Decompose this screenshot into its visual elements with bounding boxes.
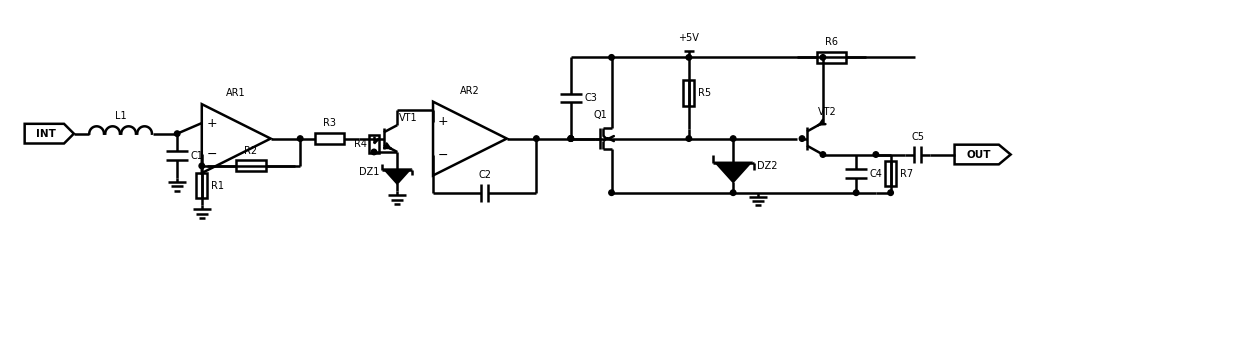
Text: VT2: VT2 <box>818 107 837 117</box>
Circle shape <box>800 136 805 141</box>
Circle shape <box>568 136 574 141</box>
Text: Q1: Q1 <box>594 110 608 120</box>
Text: C1: C1 <box>191 151 203 161</box>
Text: R7: R7 <box>900 169 913 179</box>
Circle shape <box>686 55 692 60</box>
Bar <box>683 80 694 106</box>
Text: C3: C3 <box>584 93 598 103</box>
Circle shape <box>175 131 180 136</box>
Text: INT: INT <box>36 129 56 139</box>
Circle shape <box>873 152 879 157</box>
Circle shape <box>888 190 893 196</box>
Circle shape <box>730 190 735 196</box>
Polygon shape <box>717 163 750 182</box>
Circle shape <box>820 55 826 60</box>
Text: DZ2: DZ2 <box>758 161 777 171</box>
Text: −: − <box>438 149 448 162</box>
Text: R1: R1 <box>211 181 224 191</box>
Circle shape <box>568 136 574 141</box>
Text: R6: R6 <box>825 37 838 47</box>
Bar <box>817 52 847 63</box>
Text: C5: C5 <box>911 132 924 142</box>
Text: +: + <box>206 117 217 129</box>
Text: −: − <box>206 148 217 160</box>
Text: AR1: AR1 <box>227 88 246 98</box>
Circle shape <box>686 136 692 141</box>
Text: R4: R4 <box>355 139 367 149</box>
Text: DZ1: DZ1 <box>360 167 379 177</box>
Text: R2: R2 <box>244 145 258 156</box>
Circle shape <box>853 190 859 196</box>
Text: C4: C4 <box>870 169 883 179</box>
Text: R3: R3 <box>324 118 336 128</box>
Text: R5: R5 <box>698 88 712 98</box>
Circle shape <box>820 152 826 157</box>
Circle shape <box>609 190 614 196</box>
Bar <box>237 160 265 171</box>
Text: AR2: AR2 <box>460 86 480 96</box>
Text: +5V: +5V <box>678 33 699 43</box>
Bar <box>315 133 345 144</box>
Text: L1: L1 <box>115 111 126 121</box>
Circle shape <box>371 149 377 155</box>
Circle shape <box>533 136 539 141</box>
Polygon shape <box>384 169 409 183</box>
Circle shape <box>200 163 205 169</box>
Text: OUT: OUT <box>967 150 992 159</box>
Circle shape <box>609 55 614 60</box>
Bar <box>885 161 897 187</box>
Text: C2: C2 <box>479 171 491 180</box>
Circle shape <box>730 136 735 141</box>
Bar <box>196 173 207 198</box>
Text: VT1: VT1 <box>399 113 418 123</box>
Circle shape <box>298 136 303 141</box>
Circle shape <box>568 136 574 141</box>
Bar <box>368 135 379 153</box>
Text: +: + <box>438 116 448 128</box>
